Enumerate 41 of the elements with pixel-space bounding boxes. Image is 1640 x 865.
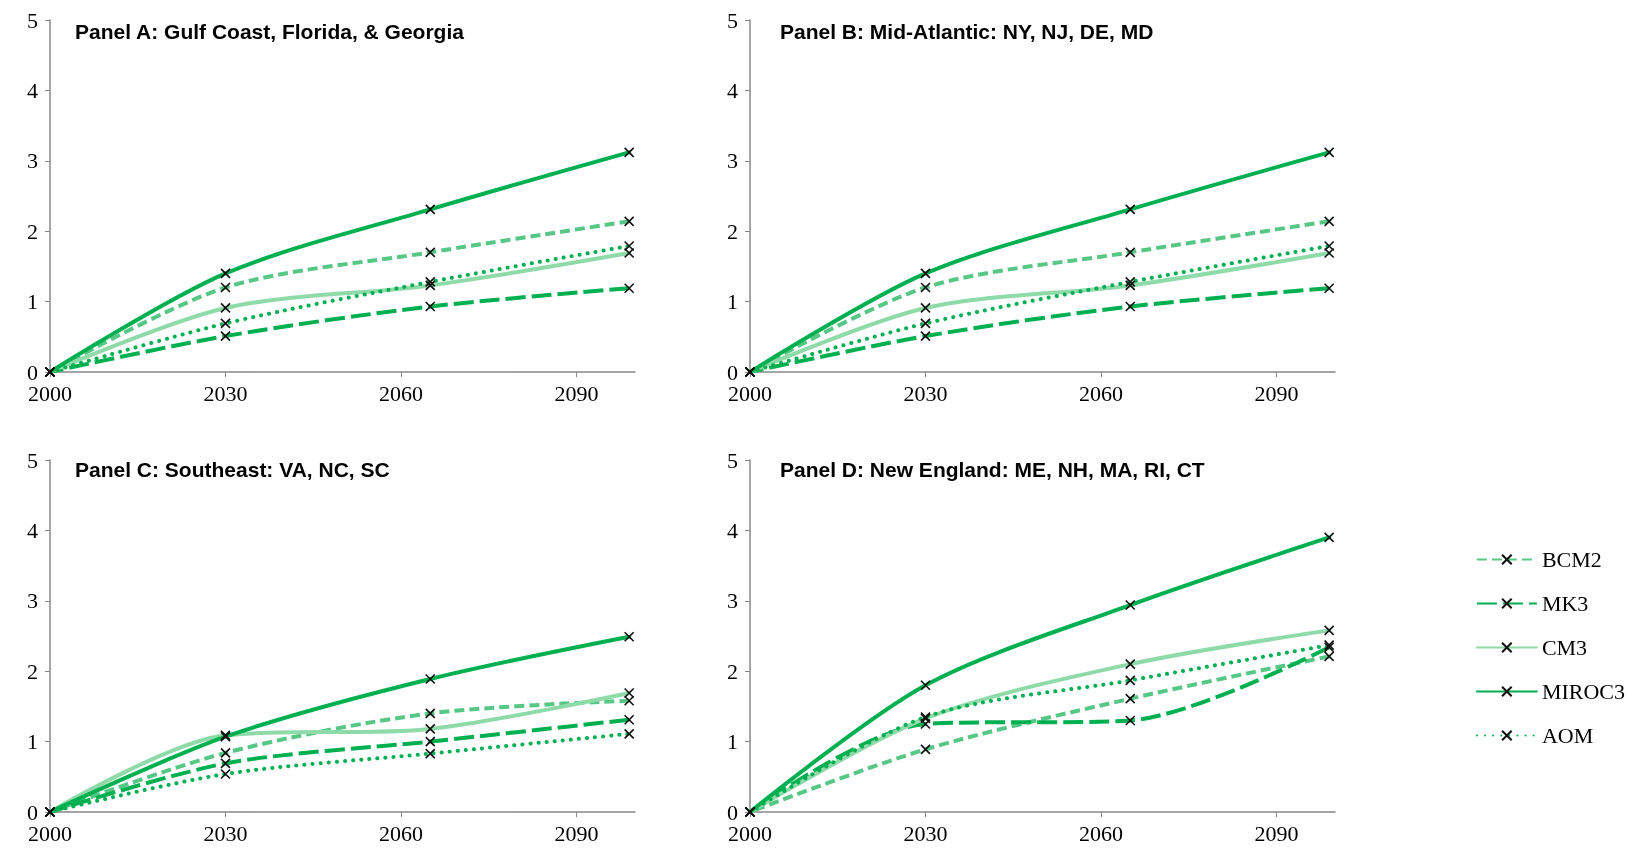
x-tick-label: 2060 (1079, 380, 1123, 406)
x-tick-label: 2030 (903, 380, 948, 406)
y-tick-label: 5 (727, 7, 738, 33)
y-tick-label: 3 (727, 148, 738, 174)
chart-title: Panel A: Gulf Coast, Florida, & Georgia (75, 20, 465, 43)
y-tick-label: 4 (727, 77, 738, 103)
y-tick-label: 5 (27, 447, 38, 473)
y-tick-label: 2 (27, 218, 38, 244)
y-tick-label: 4 (27, 77, 38, 103)
x-tick-label: 2030 (203, 380, 248, 406)
x-tick-label: 2060 (1079, 820, 1123, 846)
legend-label: AOM (1541, 723, 1594, 748)
y-tick-label: 2 (727, 658, 738, 684)
chart-title: Panel B: Mid-Atlantic: NY, NJ, DE, MD (780, 20, 1154, 43)
y-tick-label: 1 (27, 289, 38, 315)
y-tick-label: 4 (727, 517, 738, 543)
x-tick-label: 2060 (379, 820, 423, 846)
chart-title: Panel D: New England: ME, NH, MA, RI, CT (780, 458, 1205, 481)
y-tick-label: 5 (727, 447, 738, 473)
x-tick-label: 2060 (379, 380, 423, 406)
y-tick-label: 1 (27, 729, 38, 755)
y-tick-label: 3 (727, 588, 738, 614)
y-tick-label: 5 (27, 7, 38, 33)
x-tick-label: 2090 (554, 820, 599, 846)
y-tick-label: 2 (27, 658, 38, 684)
legend-label: BCM2 (1541, 547, 1602, 572)
chart-title: Panel C: Southeast: VA, NC, SC (75, 458, 390, 481)
y-tick-label: 3 (27, 588, 38, 614)
x-tick-label: 2090 (1254, 820, 1299, 846)
legend-label: MIROC3 (1541, 679, 1625, 704)
legend-label: CM3 (1541, 635, 1588, 660)
y-tick-label: 1 (727, 289, 738, 315)
legend-label: MK3 (1541, 591, 1589, 616)
y-tick-label: 1 (727, 729, 738, 755)
x-tick-label: 2030 (903, 820, 948, 846)
y-tick-label: 3 (27, 148, 38, 174)
y-tick-label: 4 (27, 517, 38, 543)
x-tick-label: 2090 (554, 380, 599, 406)
y-tick-label: 2 (727, 218, 738, 244)
x-tick-label: 2030 (203, 820, 248, 846)
x-tick-label: 2090 (1254, 380, 1299, 406)
